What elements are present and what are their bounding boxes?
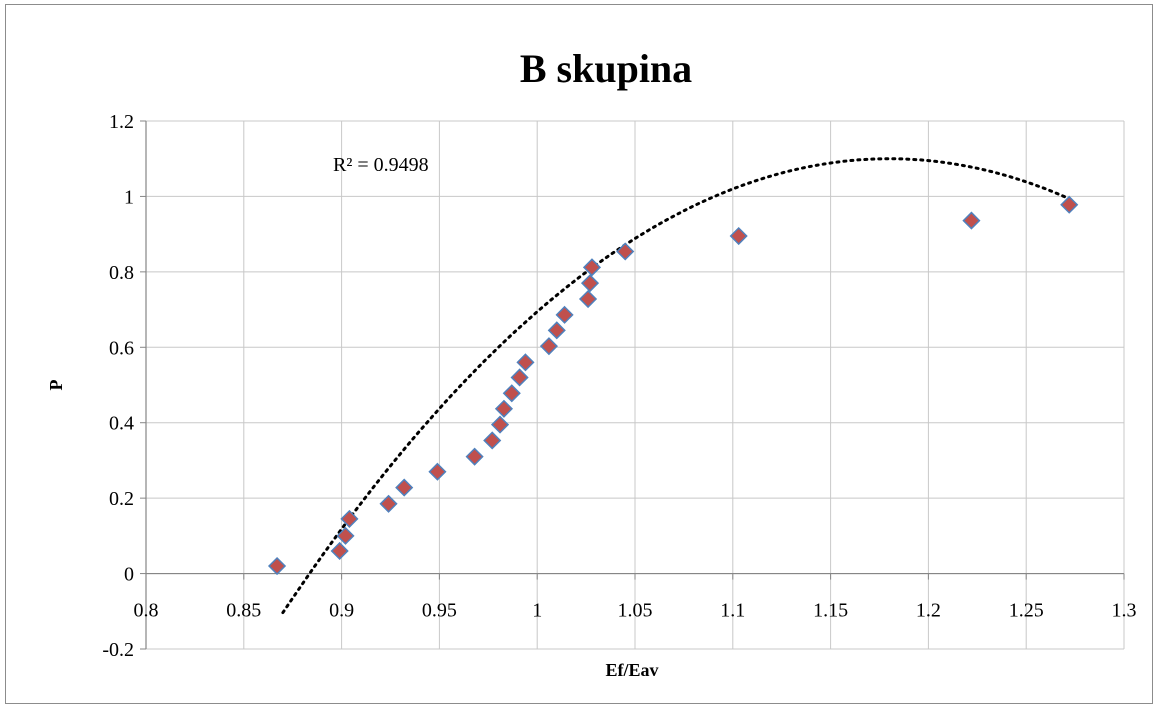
x-tick-label: 1.2 — [916, 600, 941, 622]
data-point — [330, 541, 349, 561]
x-axis-title: Ef/Eav — [605, 660, 658, 680]
axes — [140, 120, 1125, 650]
x-tick-label: 1.15 — [813, 600, 848, 622]
data-point — [1060, 195, 1079, 214]
data-points — [267, 195, 1079, 576]
data-point — [555, 305, 574, 324]
grid — [145, 120, 1125, 650]
y-tick-label: 1.2 — [109, 111, 134, 133]
r-squared-label: R² = 0.9498 — [333, 154, 429, 176]
data-point — [483, 431, 502, 450]
data-point — [428, 462, 447, 481]
x-tick-label: 1 — [532, 600, 542, 622]
data-point — [490, 415, 510, 434]
x-tick-label: 0.8 — [134, 600, 159, 622]
data-point — [580, 274, 600, 293]
y-tick-label: 0 — [124, 564, 134, 586]
y-tick-label: 0.4 — [109, 413, 134, 435]
data-point — [539, 337, 558, 356]
y-tick-label: 0.8 — [109, 262, 134, 284]
data-point — [582, 258, 602, 277]
data-point — [729, 226, 748, 246]
data-point — [578, 289, 598, 309]
y-tick-label: 0.6 — [109, 337, 134, 359]
x-tick-labels: 0.8 0.85 0.9 0.95 1 1.05 1.1 1.15 1.2 1.25 1.3 — [134, 600, 1137, 622]
x-tick-label: 1.05 — [618, 600, 653, 622]
y-tick-labels: -0.2 0 0.2 0.4 0.6 0.8 1 1.2 — [102, 111, 134, 661]
data-point — [962, 211, 981, 230]
y-tick-label: 1 — [124, 186, 134, 208]
data-point — [379, 494, 398, 513]
x-tick-label: 0.95 — [422, 600, 457, 622]
x-tick-label: 1.3 — [1112, 600, 1137, 622]
x-tick-label: 0.85 — [226, 600, 261, 622]
data-point — [395, 478, 414, 497]
y-axis-title: P — [46, 380, 66, 391]
trendline — [281, 157, 1067, 615]
data-point — [616, 242, 635, 261]
data-point — [340, 509, 359, 528]
data-point — [494, 399, 514, 418]
data-point — [267, 556, 287, 576]
data-point — [516, 353, 535, 372]
chart-title: B skupina — [520, 46, 692, 91]
y-tick-label: -0.2 — [102, 639, 134, 661]
x-tick-label: 1.25 — [1009, 600, 1044, 622]
y-tick-label: 0.2 — [109, 488, 134, 510]
data-point — [336, 526, 355, 545]
data-point — [502, 384, 521, 403]
data-point — [510, 368, 529, 387]
data-point — [465, 447, 484, 466]
x-tick-label: 1.1 — [720, 600, 745, 622]
x-tick-label: 0.9 — [329, 600, 354, 622]
data-point — [547, 321, 566, 340]
